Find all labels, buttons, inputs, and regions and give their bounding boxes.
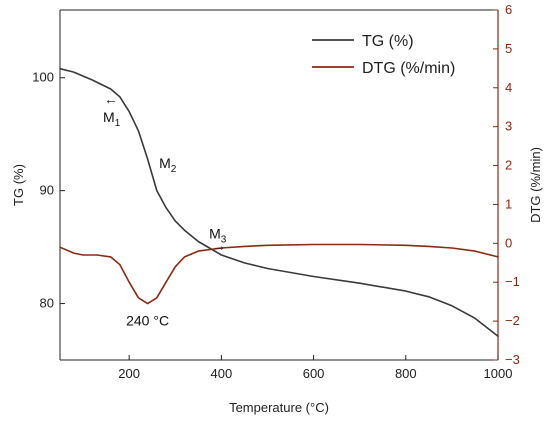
- ticks-layer: 200 400 600 800 1000 80 90 100 −3 −2 −1 0 1 2 3 4 5 6: [32, 2, 520, 381]
- y-left-tick-label: 80: [40, 296, 54, 311]
- y-right-tick-label: 5: [505, 41, 512, 56]
- x-tick-label: 800: [395, 366, 417, 381]
- x-tick-label: 600: [303, 366, 325, 381]
- legend-label-tg: TG (%): [362, 33, 414, 50]
- y-right-tick-label: 3: [505, 119, 512, 134]
- annotation-arrow: →: [212, 237, 226, 253]
- legend-label-dtg: DTG (%/min): [362, 60, 455, 77]
- y-right-tick-label: 1: [505, 196, 512, 211]
- y-left-tick-label: 100: [32, 70, 54, 85]
- y-left-axis-title: TG (%): [11, 164, 26, 206]
- y-right-tick-label: 4: [505, 80, 512, 95]
- tg-series-line: [59, 67, 499, 338]
- y-right-tick-label: 0: [505, 235, 512, 250]
- annotation-peak-temperature: 240 °C: [126, 313, 169, 329]
- legend: TG (%) DTG (%/min): [312, 33, 455, 77]
- y-right-tick-label: 2: [505, 158, 512, 173]
- y-left-tick-label: 90: [40, 183, 54, 198]
- series-layer: [59, 67, 499, 338]
- x-tick-label: 400: [211, 366, 233, 381]
- y-right-tick-label: 6: [505, 2, 512, 17]
- y-right-tick-label: −2: [505, 313, 520, 328]
- y-right-tick-label: −3: [505, 352, 520, 367]
- x-tick-label: 1000: [484, 366, 513, 381]
- x-tick-label: 200: [118, 366, 140, 381]
- x-axis-title: Temperature (°C): [229, 400, 329, 415]
- annotation-m1: ←M1: [103, 91, 121, 129]
- y-right-tick-label: −1: [505, 274, 520, 289]
- annotation-arrow: ←: [104, 91, 118, 107]
- y-right-axis-title: DTG (%/min): [528, 147, 543, 223]
- dtg-series-line: [59, 243, 499, 305]
